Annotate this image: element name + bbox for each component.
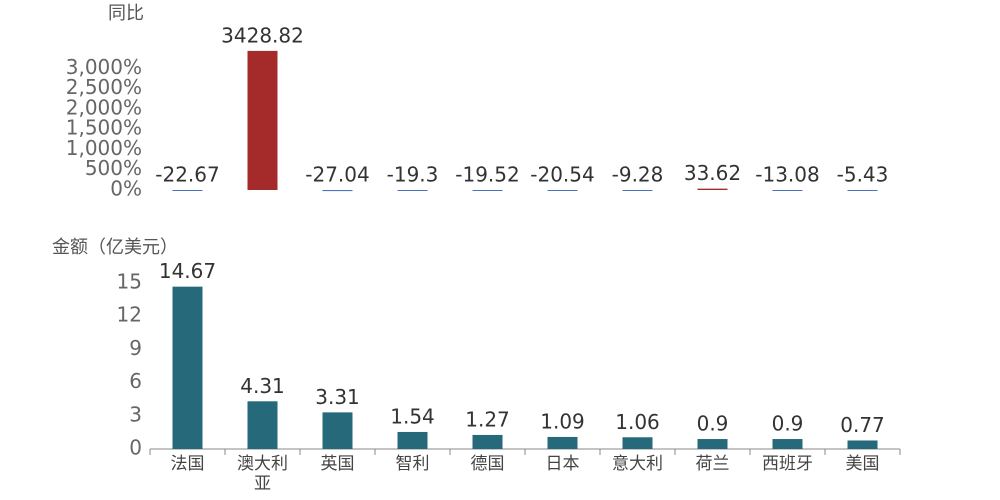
y-tick-label: 0: [129, 436, 142, 460]
y-tick-label: 3: [129, 402, 142, 426]
y-tick-label: 0%: [110, 177, 142, 201]
bar: [247, 50, 278, 190]
y-tick-label: 1,000%: [66, 136, 142, 160]
y-tick-label: 12: [117, 303, 142, 327]
chart-title: 同比: [108, 3, 144, 24]
y-tick-label: 500%: [85, 156, 142, 180]
value-label: -27.04: [305, 163, 369, 187]
x-tick-label: 智利: [395, 454, 430, 474]
value-label: 3.31: [315, 385, 360, 409]
bar: [847, 190, 878, 191]
value-label: 4.31: [240, 374, 285, 398]
value-label: 3428.82: [221, 23, 304, 47]
value-label: 1.27: [465, 407, 510, 431]
value-label: -22.67: [155, 163, 219, 187]
value-label: -5.43: [837, 163, 889, 187]
bar: [622, 437, 653, 449]
x-tick-label: 西班牙: [762, 454, 813, 474]
bar: [247, 401, 278, 449]
value-label: -20.54: [530, 163, 594, 187]
bar: [322, 190, 353, 192]
x-tick-label: 日本: [545, 454, 580, 474]
x-tick-label: 意大利: [612, 454, 663, 474]
bar: [772, 439, 803, 449]
y-tick-label: 2,000%: [66, 95, 142, 119]
value-label: 1.09: [540, 409, 585, 433]
x-tick-label: 德国: [470, 454, 505, 474]
x-tick-label: 美国: [845, 454, 880, 474]
value-label: 0.9: [772, 412, 804, 436]
value-label: 1.54: [390, 404, 435, 428]
y-tick-label: 9: [129, 336, 142, 360]
y-tick-label: 3,000%: [66, 55, 142, 79]
value-label: -9.28: [612, 163, 664, 187]
value-label: -13.08: [755, 163, 819, 187]
x-tick-label: 澳大利亚: [237, 454, 288, 494]
y-tick-label: 15: [117, 270, 142, 294]
value-label: 14.67: [159, 259, 216, 283]
bar: [622, 190, 653, 191]
x-tick-label: 英国: [320, 454, 355, 474]
chart-title: 金额（亿美元）: [52, 237, 178, 258]
bar: [697, 439, 728, 449]
bar: [547, 190, 578, 191]
bar: [397, 431, 428, 449]
value-label: 0.77: [840, 413, 885, 437]
value-label: -19.52: [455, 163, 519, 187]
bar: [322, 412, 353, 449]
bar: [547, 436, 578, 449]
value-label: 1.06: [615, 410, 660, 434]
value-label: -19.3: [387, 163, 439, 187]
value-label: 0.9: [697, 412, 729, 436]
y-tick-label: 2,500%: [66, 75, 142, 99]
y-tick-label: 1,500%: [66, 116, 142, 140]
bar: [172, 286, 203, 449]
bar: [397, 190, 428, 191]
value-label: 33.62: [684, 161, 741, 185]
bar: [472, 190, 503, 191]
bar: [847, 440, 878, 449]
x-tick-label: 法国: [170, 454, 205, 474]
y-tick-label: 6: [129, 369, 142, 393]
bar: [472, 434, 503, 449]
bar: [697, 188, 728, 190]
bar: [172, 190, 203, 191]
bar: [772, 190, 803, 191]
x-tick-label: 荷兰: [695, 454, 730, 474]
